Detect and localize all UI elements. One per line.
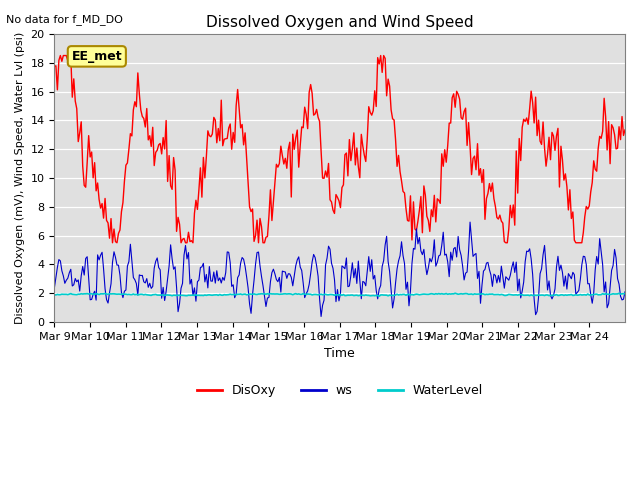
WaterLevel <box>460 291 468 297</box>
ws <box>466 219 474 225</box>
Line: WaterLevel: WaterLevel <box>54 293 625 296</box>
Y-axis label: Dissolved Oxygen (mV), Wind Speed, Water Lvl (psi): Dissolved Oxygen (mV), Wind Speed, Water… <box>15 32 25 324</box>
WaterLevel <box>545 293 553 299</box>
Text: No data for f_MD_DO: No data for f_MD_DO <box>6 14 124 25</box>
ws <box>459 263 467 269</box>
WaterLevel <box>451 290 459 296</box>
DisOxy <box>620 132 627 138</box>
WaterLevel <box>70 291 77 297</box>
ws <box>51 285 58 290</box>
DisOxy <box>51 63 58 69</box>
Title: Dissolved Oxygen and Wind Speed: Dissolved Oxygen and Wind Speed <box>206 15 474 30</box>
WaterLevel <box>621 291 629 297</box>
ws <box>346 283 353 289</box>
WaterLevel <box>51 292 58 298</box>
DisOxy <box>56 53 64 59</box>
WaterLevel <box>620 291 627 297</box>
ws <box>88 297 95 302</box>
DisOxy <box>90 175 97 180</box>
Line: DisOxy: DisOxy <box>54 56 625 243</box>
DisOxy <box>621 127 629 133</box>
DisOxy <box>545 134 553 140</box>
DisOxy <box>109 240 116 246</box>
DisOxy <box>347 158 355 164</box>
WaterLevel <box>344 292 352 298</box>
WaterLevel <box>375 293 383 299</box>
Legend: DisOxy, ws, WaterLevel: DisOxy, ws, WaterLevel <box>191 379 488 402</box>
ws <box>70 282 77 288</box>
WaterLevel <box>88 291 95 297</box>
ws <box>620 296 627 302</box>
Text: EE_met: EE_met <box>72 50 122 63</box>
X-axis label: Time: Time <box>324 347 355 360</box>
DisOxy <box>72 98 79 104</box>
Line: ws: ws <box>54 222 625 316</box>
ws <box>317 313 325 319</box>
ws <box>621 289 629 295</box>
DisOxy <box>460 108 468 114</box>
ws <box>545 278 553 284</box>
